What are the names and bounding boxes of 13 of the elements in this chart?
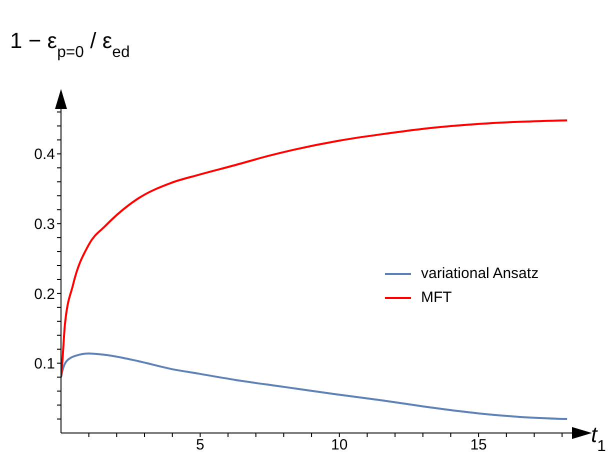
x-tick-label: 5 xyxy=(196,436,204,454)
line-series xyxy=(61,119,568,378)
y-tick-label: 0.4 xyxy=(34,146,55,164)
legend-label: MFT xyxy=(421,288,452,308)
x-tick-label: 15 xyxy=(470,436,487,454)
y-axis-title: 1 − ε$_{p=0}$ / ε$_{ed}$ xyxy=(10,28,130,60)
x-axis-title: t$_{1}$ xyxy=(591,422,606,454)
legend-label: variational Ansatz xyxy=(421,264,539,284)
x-tick-label: 10 xyxy=(331,436,348,454)
line-series xyxy=(61,352,568,420)
y-tick-label: 0.2 xyxy=(34,286,55,303)
y-tick-label: 0.1 xyxy=(34,356,55,373)
y-tick-label: 0.3 xyxy=(34,216,55,233)
